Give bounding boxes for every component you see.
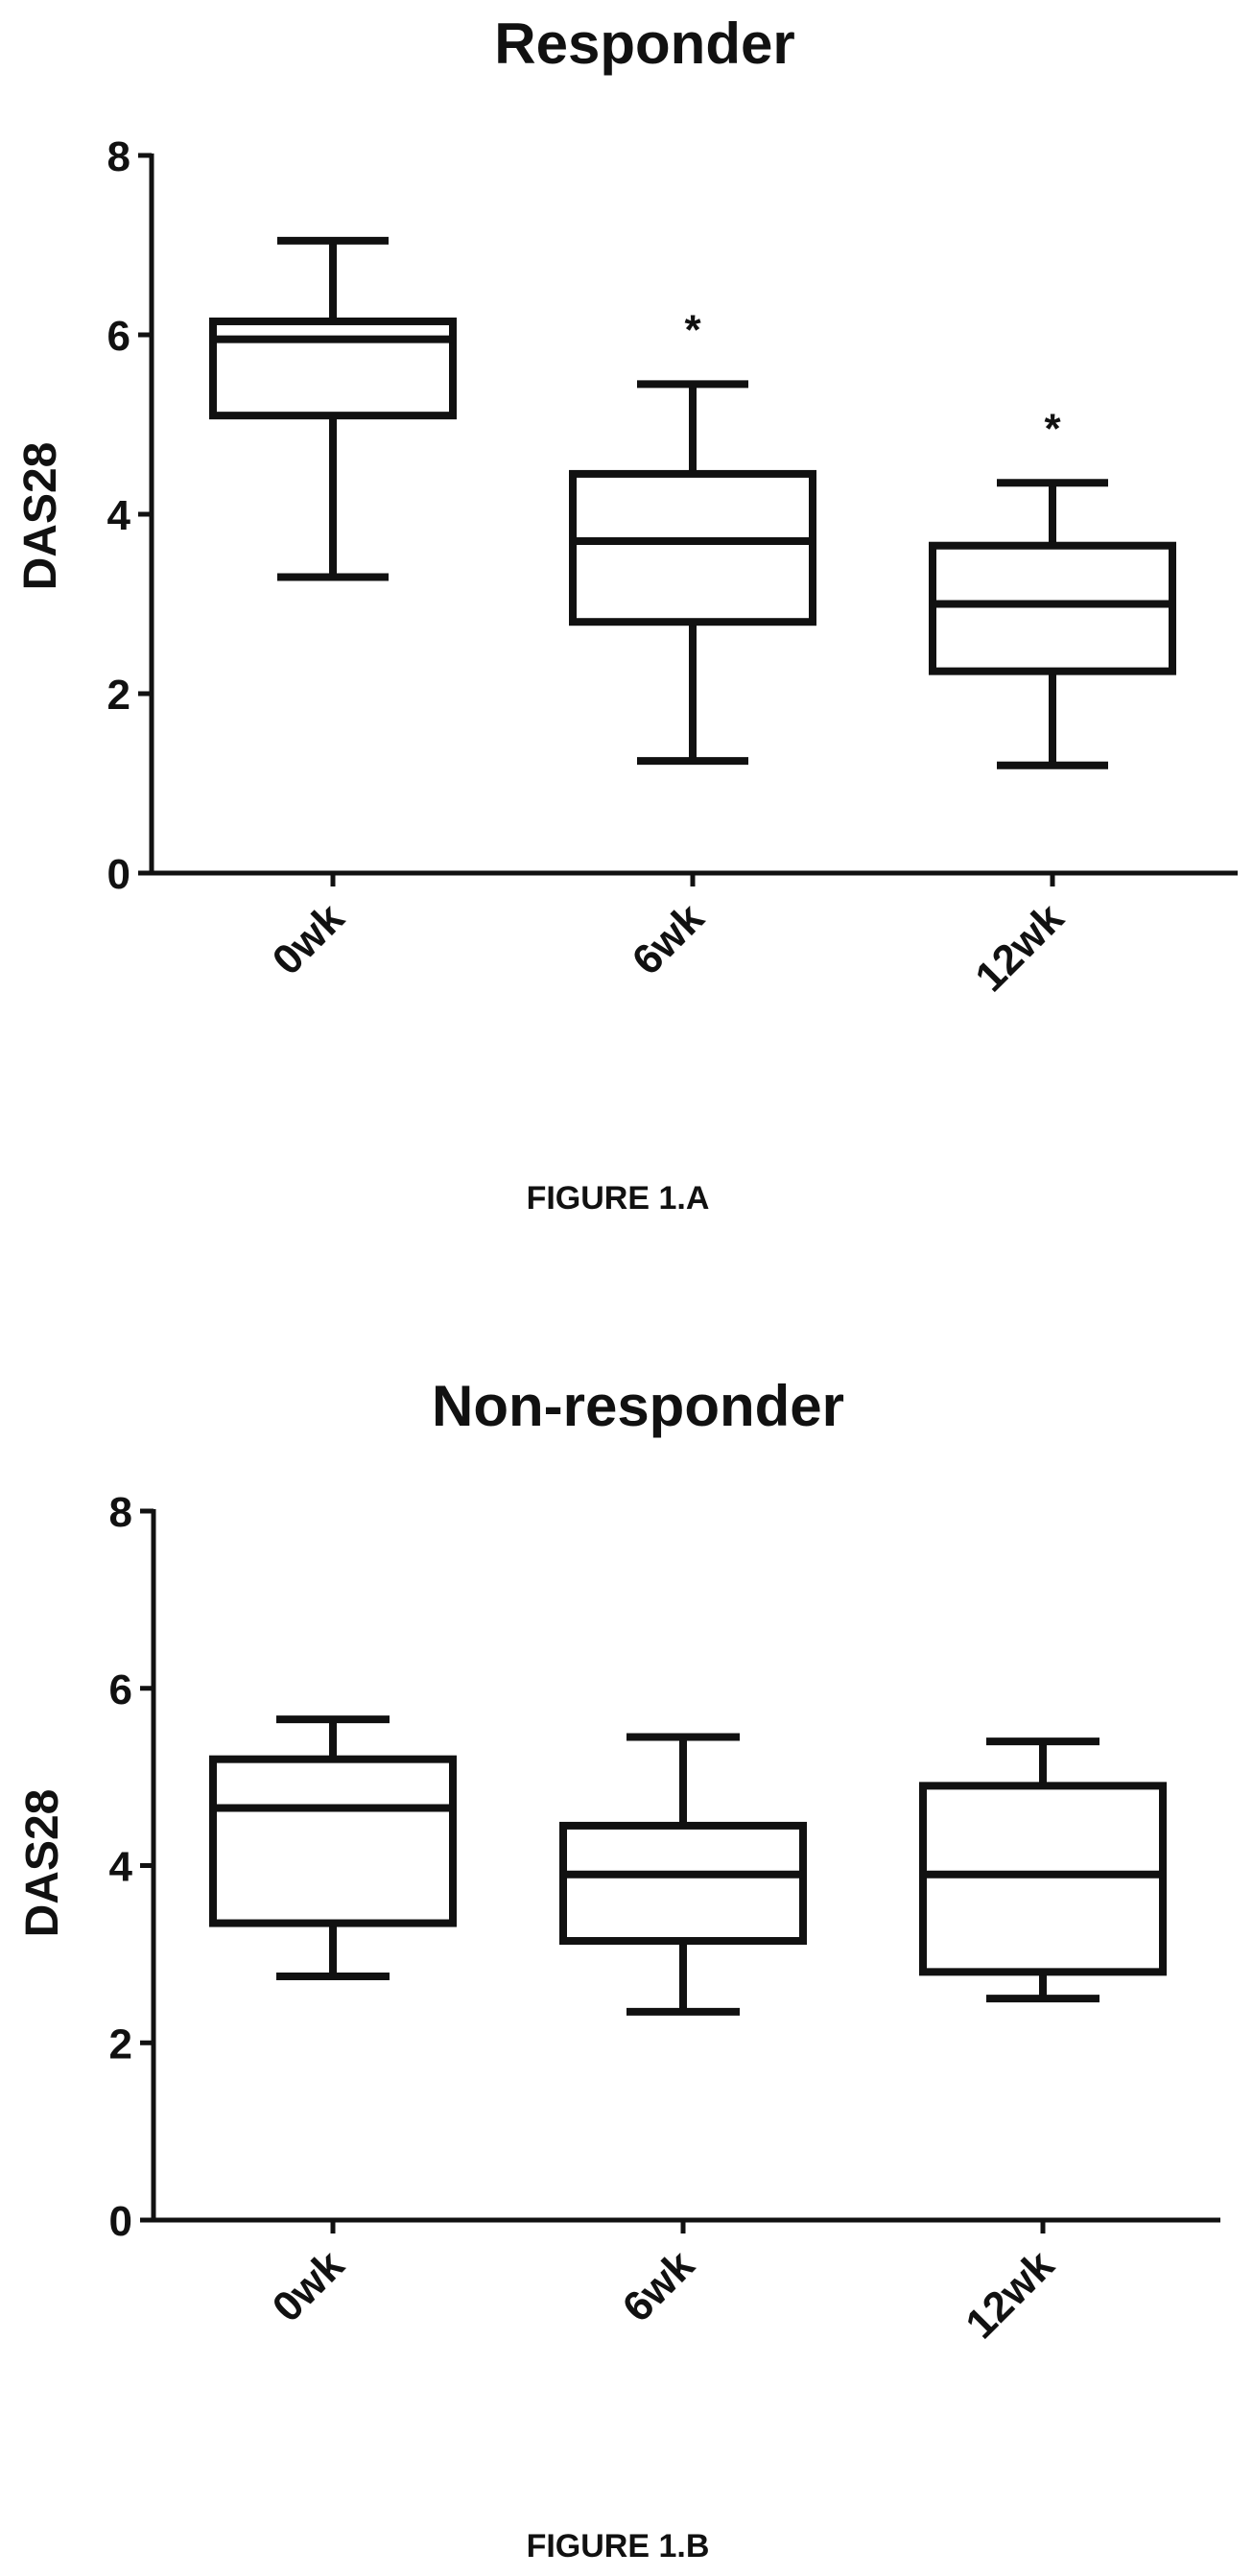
y-tick-label: 6 [107, 313, 130, 360]
box-plot-6wk [559, 1733, 807, 2016]
y-tick-label: 8 [107, 133, 130, 180]
iqr-box [209, 1755, 457, 1927]
box-plot-12wk: * [929, 405, 1176, 769]
x-tick-label: 0wk [264, 894, 354, 984]
y-tick-label: 0 [107, 851, 130, 898]
x-tick-label: 12wk [957, 2241, 1063, 2348]
chart-title: Responder [494, 12, 794, 76]
x-tick-label: 6wk [624, 894, 714, 984]
y-tick-label: 8 [109, 1489, 132, 1536]
box-plot-12wk [919, 1737, 1167, 2003]
significance-marker: * [1044, 405, 1061, 452]
iqr-box [559, 1821, 807, 1946]
x-tick-label: 6wk [614, 2241, 704, 2331]
box-plot-6wk: * [569, 306, 816, 766]
y-axis-label: DAS28 [17, 1789, 68, 1938]
y-tick-label: 0 [109, 2198, 132, 2245]
iqr-box [569, 469, 816, 626]
y-axis-label: DAS28 [15, 442, 66, 591]
chart-title: Non-responder [432, 1374, 844, 1438]
figure-caption: FIGURE 1.B [527, 2528, 710, 2564]
iqr-box [919, 1782, 1167, 1976]
box-plot-0wk [209, 1715, 457, 1980]
significance-marker: * [684, 306, 701, 353]
y-tick-label: 6 [109, 1666, 132, 1713]
x-tick-label: 0wk [264, 2241, 354, 2331]
y-tick-label: 4 [107, 492, 131, 539]
y-tick-label: 4 [109, 1844, 133, 1891]
plot-area: 0 2 4 6 8 0wk 6wk 12wk [109, 1489, 1220, 2348]
box-plot-0wk [209, 236, 457, 581]
plot-area: 0 2 4 6 8 0wk 6wk 12wk * * [107, 133, 1238, 1001]
y-tick-label: 2 [109, 2021, 132, 2068]
y-tick-label: 2 [107, 672, 130, 719]
panel-a: Responder DAS28 0 2 4 6 8 0wk 6wk 12wk * * FIGURE… [15, 12, 1238, 1217]
figure-caption: FIGURE 1.A [527, 1180, 710, 1217]
panel-b: Non-responder DAS28 0 2 4 6 8 0wk 6wk 12wk FIGU… [17, 1374, 1220, 2564]
iqr-box [929, 541, 1176, 675]
x-tick-label: 12wk [966, 894, 1073, 1001]
